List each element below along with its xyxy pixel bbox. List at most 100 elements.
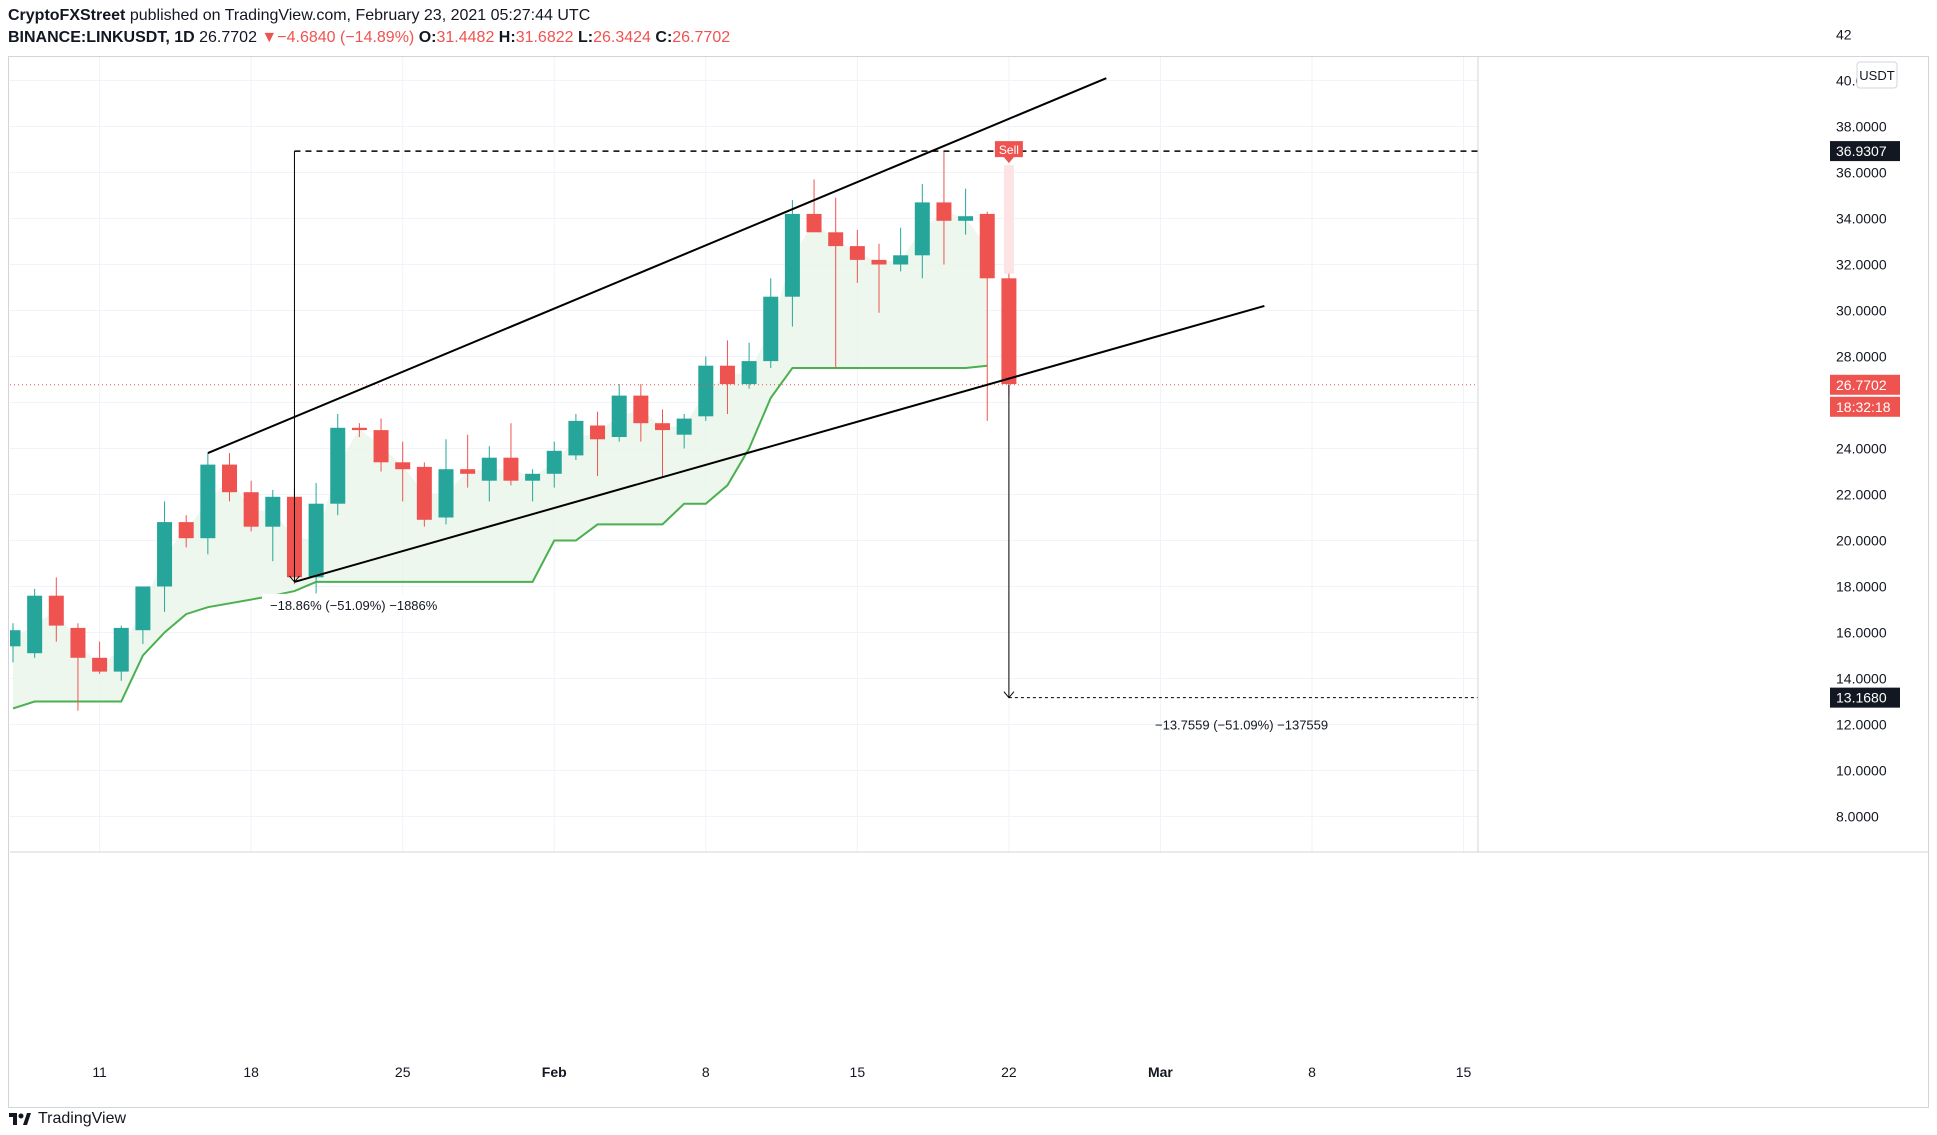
candle-body bbox=[568, 420, 584, 456]
candle-body bbox=[395, 462, 411, 470]
close-value: 26.7702 bbox=[672, 29, 731, 46]
y-tick-label: 34.0000 bbox=[1836, 211, 1887, 227]
candle-body bbox=[546, 450, 562, 474]
candle-body bbox=[113, 627, 129, 672]
y-tick-label: 14.0000 bbox=[1836, 671, 1887, 687]
sell-marker-label: Sell bbox=[999, 143, 1019, 157]
last-price-tag: 26.7702 bbox=[1836, 377, 1887, 393]
candle-body bbox=[914, 202, 930, 256]
candle-body bbox=[27, 595, 43, 654]
countdown-tag: 18:32:18 bbox=[1836, 399, 1891, 415]
tradingview-footer[interactable]: TradingView bbox=[8, 1106, 126, 1132]
candle-body bbox=[243, 492, 259, 527]
plot-area bbox=[10, 57, 1478, 852]
candle-body bbox=[92, 657, 108, 672]
candle-body bbox=[525, 473, 541, 481]
low-value: 26.3424 bbox=[593, 29, 651, 46]
x-tick-label: 8 bbox=[1308, 1064, 1316, 1080]
y-tick-label: 24.0000 bbox=[1836, 441, 1887, 457]
y-tick-label: 10.0000 bbox=[1836, 763, 1887, 779]
candle-body bbox=[698, 365, 714, 417]
candle-body bbox=[958, 216, 974, 221]
price-change: −4.6840 (−14.89%) bbox=[277, 29, 415, 46]
y-tick-label: 8.0000 bbox=[1836, 809, 1879, 825]
y-tick-label: 28.0000 bbox=[1836, 349, 1887, 365]
down-arrow-icon: ▼ bbox=[261, 29, 278, 46]
resistance-price-tag: 36.9307 bbox=[1836, 143, 1887, 159]
y-tick-label: 42 bbox=[1836, 27, 1852, 43]
y-tick-label: 22.0000 bbox=[1836, 487, 1887, 503]
candle-body bbox=[200, 464, 216, 539]
y-tick-label: 16.0000 bbox=[1836, 625, 1887, 641]
candle-body bbox=[503, 457, 519, 481]
y-tick-label: 36.0000 bbox=[1836, 165, 1887, 181]
candle-body bbox=[719, 365, 735, 385]
candle-body bbox=[48, 595, 64, 626]
candle-body bbox=[871, 259, 887, 265]
chart-header: CryptoFXStreet published on TradingView.… bbox=[8, 6, 730, 48]
chart-frame[interactable] bbox=[8, 56, 1929, 1108]
sell-marker bbox=[994, 141, 1023, 164]
close-label: C: bbox=[655, 29, 673, 46]
candle-body bbox=[416, 466, 432, 520]
y-tick-label: 20.0000 bbox=[1836, 533, 1887, 549]
candle-body bbox=[157, 522, 173, 587]
candle-body bbox=[135, 586, 151, 631]
candle-body bbox=[70, 627, 86, 658]
x-tick-label: 15 bbox=[1456, 1064, 1472, 1080]
candle-body bbox=[633, 395, 649, 424]
candle-body bbox=[330, 427, 346, 504]
candle-body bbox=[460, 469, 476, 474]
candle-body bbox=[655, 423, 670, 431]
y-tick-label: 32.0000 bbox=[1836, 257, 1887, 273]
high-label: H: bbox=[498, 29, 516, 46]
candle-body bbox=[178, 522, 194, 539]
candle-body bbox=[849, 246, 865, 260]
channel-trendline bbox=[207, 77, 1107, 455]
candle-body bbox=[222, 464, 237, 493]
candle-body bbox=[893, 255, 909, 265]
x-tick-label: 8 bbox=[702, 1064, 710, 1080]
publisher-name[interactable]: CryptoFXStreet bbox=[8, 7, 126, 24]
measure-right-arrowhead bbox=[1003, 691, 1015, 699]
supertrend-line bbox=[12, 364, 988, 710]
candle-body bbox=[979, 213, 995, 279]
candle-body bbox=[676, 418, 692, 435]
candle-body bbox=[1001, 278, 1017, 385]
currency-badge bbox=[1856, 61, 1898, 89]
candle-body bbox=[611, 395, 627, 437]
candle-body bbox=[806, 213, 822, 233]
candle-body bbox=[265, 496, 281, 527]
measure-right-label: −13.7559 (−51.09%) −137559 bbox=[1155, 718, 1328, 733]
x-tick-label: 25 bbox=[395, 1064, 411, 1080]
channel-trendline bbox=[294, 304, 1265, 583]
last-price: 26.7702 bbox=[199, 29, 257, 46]
x-tick-label: 15 bbox=[850, 1064, 866, 1080]
open-label: O: bbox=[418, 29, 437, 46]
candle-body bbox=[373, 430, 389, 463]
candle-body bbox=[481, 457, 497, 481]
candle-body bbox=[936, 202, 952, 221]
candle-body bbox=[590, 425, 606, 440]
low-label: L: bbox=[577, 29, 594, 46]
candle-body bbox=[741, 361, 757, 385]
currency-label: USDT bbox=[1859, 68, 1894, 83]
candle-body bbox=[784, 213, 800, 297]
resistance-price-tag-bg bbox=[1830, 141, 1900, 162]
candle-body bbox=[828, 232, 844, 247]
x-tick-label: 11 bbox=[92, 1064, 107, 1080]
high-value: 31.6822 bbox=[515, 29, 574, 46]
symbol-label[interactable]: BINANCE:LINKUSDT, 1D bbox=[8, 29, 195, 46]
sell-highlight bbox=[1003, 165, 1014, 274]
y-tick-label: 12.0000 bbox=[1836, 717, 1887, 733]
y-tick-label: 38.0000 bbox=[1836, 119, 1887, 135]
measure-left-arrowhead bbox=[289, 575, 300, 583]
brand-label: TradingView bbox=[38, 1110, 127, 1127]
last-price-tag-bg bbox=[1830, 374, 1900, 395]
candle-body bbox=[351, 427, 367, 431]
supertrend-fill bbox=[13, 211, 988, 709]
y-tick-label: 30.0000 bbox=[1836, 303, 1887, 319]
measure-left-label-bg bbox=[262, 593, 458, 616]
candle-body bbox=[10, 630, 21, 647]
